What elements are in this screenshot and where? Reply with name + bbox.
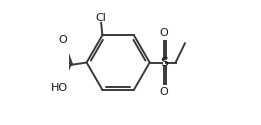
Text: S: S bbox=[160, 56, 168, 69]
Text: O: O bbox=[58, 35, 67, 45]
Text: O: O bbox=[159, 87, 168, 97]
Text: HO: HO bbox=[51, 83, 68, 93]
Text: Cl: Cl bbox=[96, 13, 106, 23]
Text: O: O bbox=[159, 28, 168, 38]
